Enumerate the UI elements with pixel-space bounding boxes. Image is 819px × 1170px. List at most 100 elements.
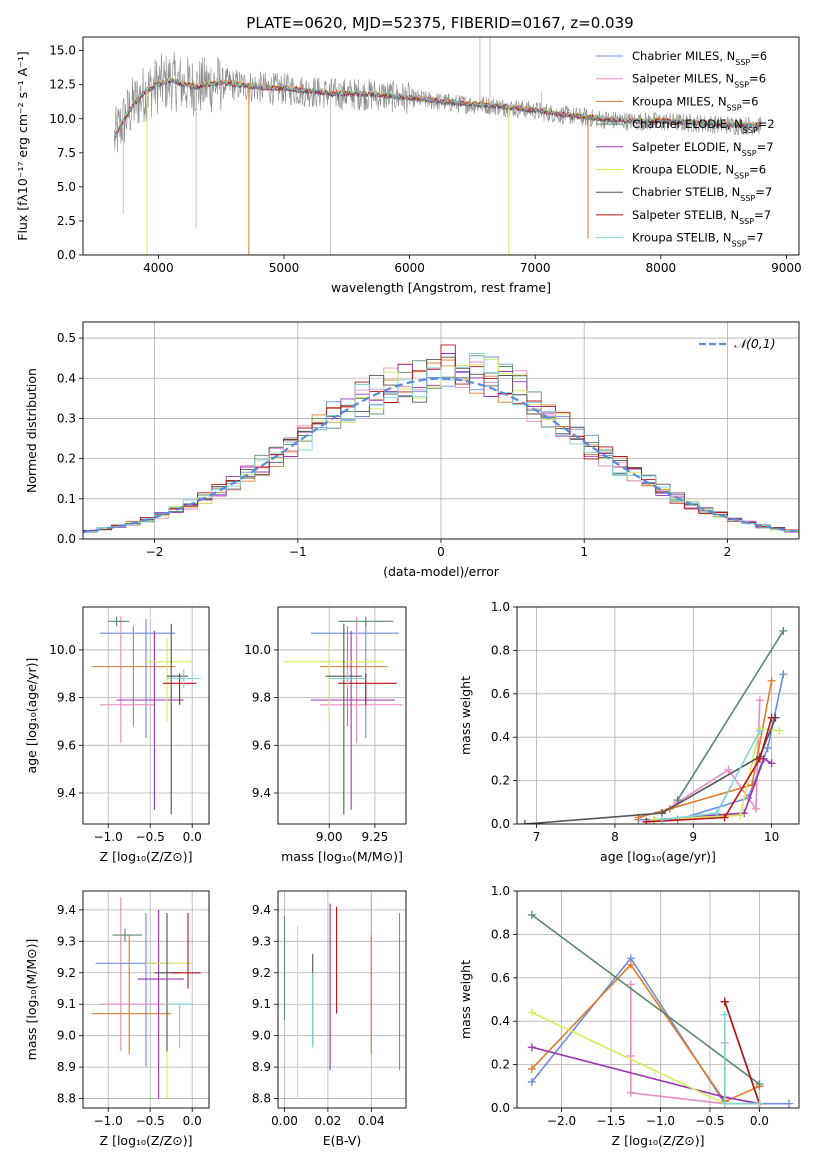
y-tick-label: 8.9 xyxy=(252,1060,271,1074)
plot-inner xyxy=(278,891,406,1108)
weight-marker xyxy=(751,804,760,813)
y-tick-label: 9.8 xyxy=(252,691,271,705)
y-tick-label: 0.0 xyxy=(57,248,76,262)
x-tick-label: 0.0 xyxy=(183,1114,202,1128)
x-tick-label: 10 xyxy=(764,830,779,844)
normal-reference-curve xyxy=(83,377,797,534)
axes-frame xyxy=(516,890,800,1109)
figure-title: PLATE=0620, MJD=52375, FIBERID=0167, z=0… xyxy=(246,14,633,32)
plot-area xyxy=(114,37,762,255)
weight-marker xyxy=(767,759,776,768)
spectrum-legend: Chabrier MILES, NSSP=6 Salpeter MILES, NS… xyxy=(596,49,775,248)
x-tick-label: 0.0 xyxy=(750,1114,769,1128)
y-tick-label: 12.5 xyxy=(49,78,76,92)
y-tick-label: 7.5 xyxy=(57,146,76,160)
y-tick-label: 10.0 xyxy=(49,643,76,657)
residual-histogram-8 xyxy=(83,344,799,534)
x-tick-label: 9.00 xyxy=(316,830,343,844)
weight-marker xyxy=(527,1008,536,1017)
x-tick-label: 4000 xyxy=(143,261,174,275)
x-tick-label: 9000 xyxy=(771,261,802,275)
legend-entry: Salpeter STELIB, NSSP=7 xyxy=(632,208,771,226)
y-tick-label: 0.2 xyxy=(57,452,76,466)
x-tick-label: 6000 xyxy=(394,261,425,275)
legend-entry: Chabrier STELIB, NSSP=7 xyxy=(632,185,772,203)
weight-marker xyxy=(755,1080,764,1089)
x-tick-label: 2 xyxy=(724,545,732,559)
y-tick-label: 0.4 xyxy=(491,1014,510,1028)
x-tick-label: 0.00 xyxy=(271,1114,298,1128)
y-tick-label: 9.4 xyxy=(57,903,76,917)
residuals-panel: −2 −1 0 1 2 0.0 0.1 0.2 0.3 0.4 0.5 (data-model)/er… xyxy=(24,321,800,579)
weight-marker xyxy=(763,744,772,753)
y-tick-label: 2.5 xyxy=(57,214,76,228)
y-tick-label: 9.2 xyxy=(57,966,76,980)
y-tick-label: 0.0 xyxy=(57,532,76,546)
y-tick-label: 9.0 xyxy=(57,1029,76,1043)
x-tick-label: −0.5 xyxy=(136,1114,165,1128)
y-tick-label: 9.6 xyxy=(252,738,271,752)
plot-inner xyxy=(517,607,799,824)
y-axis-label: mass weight xyxy=(458,676,473,755)
weight-line-8 xyxy=(646,717,773,823)
y-tick-label: 9.4 xyxy=(252,786,271,800)
y-axis-label: age [log₁₀(age/yr)] xyxy=(24,658,39,774)
x-axis-label: Z [log₁₀(Z/Z⊙)] xyxy=(100,849,193,864)
weight-line-5 xyxy=(654,757,772,821)
plot-area xyxy=(83,891,209,1108)
weight-line-7 xyxy=(524,717,777,824)
y-tick-label: 9.1 xyxy=(57,997,76,1011)
x-tick-label: 5000 xyxy=(269,261,300,275)
plot-area xyxy=(517,607,799,824)
x-axis-label: (data-model)/error xyxy=(383,564,500,579)
weight-marker xyxy=(724,765,733,774)
y-tick-label: 8.9 xyxy=(57,1060,76,1074)
plot-inner xyxy=(114,37,762,255)
weight-marker xyxy=(720,813,729,822)
y-tick-label: 5.0 xyxy=(57,180,76,194)
weight-marker xyxy=(779,670,788,679)
plot-inner xyxy=(83,607,209,824)
x-tick-label: 0.02 xyxy=(315,1114,342,1128)
legend-entry: Salpeter MILES, NSSP=6 xyxy=(632,72,766,90)
legend-entry: Chabrier MILES, NSSP=6 xyxy=(632,49,767,67)
weight-marker xyxy=(657,815,666,824)
weight-marker xyxy=(673,796,682,805)
y-tick-label: 0.2 xyxy=(491,1058,510,1072)
x-tick-label: 0.04 xyxy=(358,1114,385,1128)
weight-vs-age-panel: 7 8 9 10 0.0 0.2 0.4 0.6 0.8 1.0 age [log₁₀(age/yr… xyxy=(458,600,800,864)
weight-line-4 xyxy=(676,630,784,801)
legend-entry: Kroupa STELIB, NSSP=7 xyxy=(632,231,763,249)
plot-area xyxy=(83,322,799,539)
y-tick-label: 9.3 xyxy=(252,934,271,948)
weight-marker xyxy=(767,713,776,722)
weight-marker xyxy=(779,626,788,635)
axes-frame xyxy=(82,321,800,540)
spectrum-panel: 4000 5000 6000 7000 8000 9000 0.0 2.5 5.0 7.5 10.0… xyxy=(15,36,802,295)
weight-marker xyxy=(527,1064,536,1073)
x-tick-label: 1 xyxy=(580,545,588,559)
weight-marker xyxy=(626,960,635,969)
weight-marker xyxy=(527,910,536,919)
age-vs-metallicity-panel: −1.0 −0.5 0.0 9.4 9.6 9.8 10.0 Z [log₁₀(Z/Z⊙)] a… xyxy=(24,606,210,864)
x-axis-label: mass [log₁₀(M/M⊙)] xyxy=(281,849,403,864)
legend-entry: Chabrier ELODIE, NSSP=2 xyxy=(632,117,775,135)
y-tick-label: 0.8 xyxy=(491,643,510,657)
y-axis-label: mass [log₁₀(M/M⊙)] xyxy=(24,939,39,1061)
mass-vs-ebv-panel: 0.00 0.02 0.04 8.8 8.9 9.0 9.1 9.2 9.3 9.4 E(B-V) xyxy=(252,890,407,1148)
y-tick-label: 15.0 xyxy=(49,44,76,58)
y-tick-label: 9.3 xyxy=(57,934,76,948)
weight-marker xyxy=(755,696,764,705)
axes-frame xyxy=(277,890,407,1109)
weight-marker xyxy=(626,1088,635,1097)
y-axis-label: Flux [fλ10⁻¹⁷ erg cm⁻² s⁻¹ A⁻¹] xyxy=(15,51,30,240)
x-tick-label: −1 xyxy=(289,545,307,559)
weight-marker xyxy=(736,811,745,820)
weight-marker xyxy=(527,1077,536,1086)
y-tick-label: 1.0 xyxy=(491,600,510,614)
plot-area xyxy=(517,891,799,1108)
x-tick-label: 8000 xyxy=(646,261,677,275)
axes-frame xyxy=(277,606,407,825)
x-axis-label: age [log₁₀(age/yr)] xyxy=(600,849,716,864)
y-tick-label: 9.6 xyxy=(57,738,76,752)
